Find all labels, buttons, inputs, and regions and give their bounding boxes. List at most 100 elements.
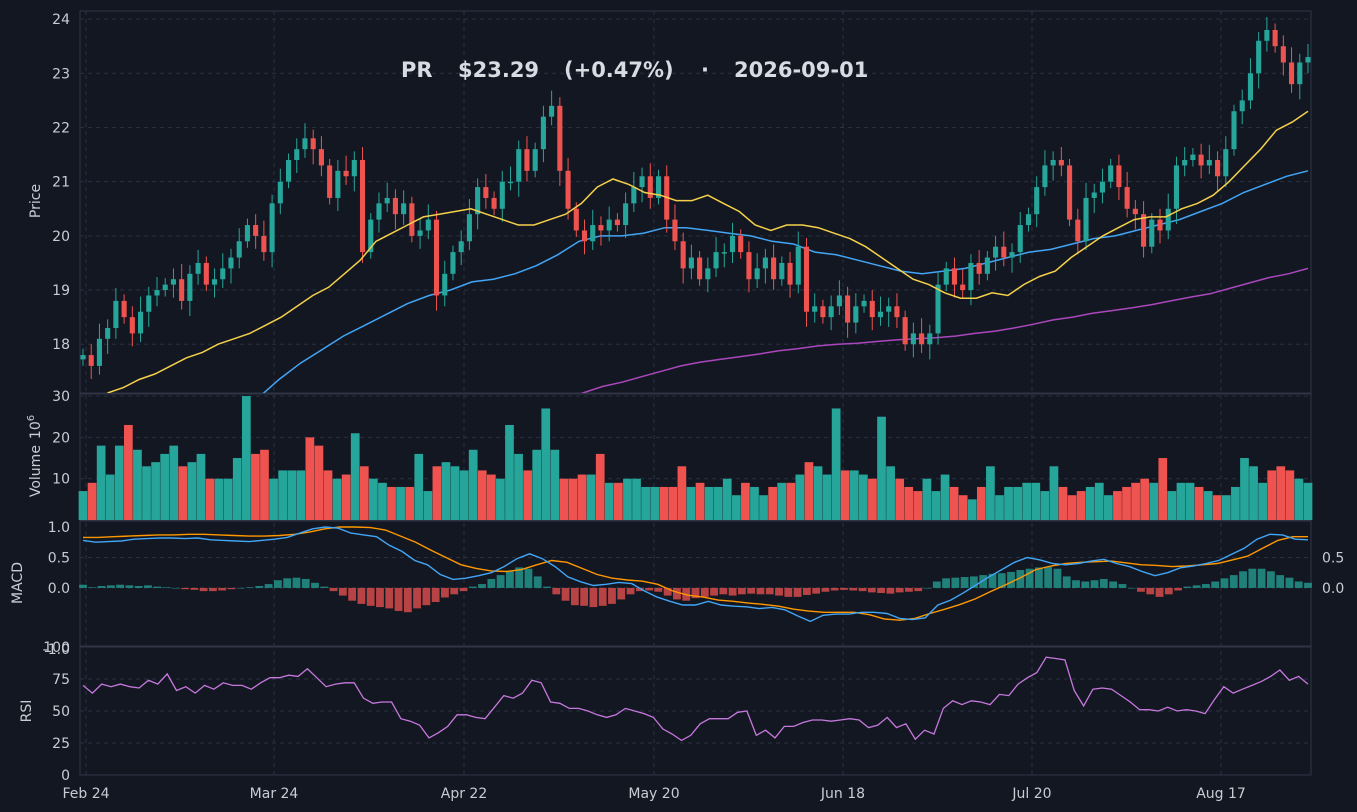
candle-body (1116, 165, 1122, 188)
macd-histogram-bar (468, 586, 477, 588)
macd-tick-label-right: 0.0 (1322, 581, 1344, 597)
volume-bar (1276, 466, 1286, 520)
volume-axis-label: Volume 106 (26, 415, 44, 497)
macd-histogram-bar (691, 587, 700, 599)
volume-bar (550, 449, 560, 520)
macd-histogram-bar (997, 573, 1006, 588)
macd-histogram-bar (171, 587, 180, 589)
volume-bar (114, 445, 124, 520)
candle-body (1149, 219, 1155, 247)
candle-body (261, 235, 267, 253)
volume-bar (623, 478, 632, 520)
candle-body (927, 333, 933, 345)
macd-histogram-bar (858, 587, 867, 592)
macd-histogram-bar (1192, 585, 1201, 588)
volume-bar (1149, 482, 1159, 520)
macd-histogram-bar (320, 586, 329, 588)
x-tick-label: May 20 (628, 786, 679, 802)
candle-body (795, 246, 801, 285)
candle-body (1305, 57, 1311, 63)
macd-histogram-bar (218, 587, 227, 591)
candle-body (1009, 252, 1015, 258)
macd-histogram-bar (1109, 581, 1118, 588)
candle-body (877, 311, 884, 318)
volume-bar (1058, 486, 1068, 520)
candle-body (894, 306, 900, 318)
candle-body (285, 160, 292, 182)
volume-bar (904, 486, 914, 520)
candle-body (869, 300, 875, 318)
volume-bar (1122, 486, 1131, 520)
candle-body (639, 176, 645, 188)
candle-body (1165, 208, 1171, 231)
candle-body (655, 176, 662, 198)
volume-bar (450, 466, 460, 520)
macd-histogram-bar (283, 578, 292, 588)
volume-bar (750, 486, 759, 520)
volume-bar (795, 474, 805, 520)
candle-body (1173, 165, 1180, 209)
candle-body (507, 181, 514, 184)
price-change: (+0.47%) (564, 58, 674, 82)
macd-histogram-bar (301, 578, 310, 588)
macd-histogram-bar (1183, 586, 1192, 588)
volume-panel-frame (79, 393, 1312, 521)
candle-body (1083, 197, 1089, 242)
macd-histogram-bar (802, 587, 811, 595)
macd-histogram-bar (106, 585, 115, 588)
volume-bar (214, 478, 224, 520)
macd-histogram-bar (487, 578, 496, 588)
candle-body (861, 300, 867, 307)
macd-histogram-bar (710, 587, 718, 596)
candle-body (499, 181, 505, 209)
candle-body (343, 170, 349, 177)
macd-histogram-bar (1137, 587, 1145, 592)
candle-body (491, 197, 497, 209)
macd-histogram-bar (663, 587, 672, 596)
candle-body (721, 252, 727, 254)
candle-body (532, 149, 538, 171)
candle-body (1206, 160, 1212, 166)
candle-body (1108, 165, 1114, 182)
macd-histogram-bar (552, 587, 561, 595)
candle-body (220, 268, 226, 280)
candle-body (1141, 214, 1147, 247)
volume-bar (650, 486, 660, 520)
candle-body (1198, 154, 1204, 166)
candle-body (211, 279, 218, 285)
volume-bar (1221, 495, 1231, 520)
candle-body (105, 327, 111, 339)
volume-bar (1303, 482, 1313, 520)
sma200-line (581, 267, 1309, 393)
rsi-line (82, 656, 1309, 742)
candle-body (409, 203, 415, 236)
volume-bar (1240, 458, 1249, 520)
rsi-axis-label: RSI (19, 700, 35, 723)
candle-body (549, 105, 555, 117)
candle-body (1034, 187, 1040, 215)
candle-body (1272, 29, 1278, 47)
candle-body (771, 257, 777, 280)
volume-bar (831, 408, 841, 520)
volume-axis-title: Volume (28, 445, 44, 497)
candle-body (1289, 62, 1295, 85)
volume-bar (1085, 486, 1095, 520)
candle-body (688, 257, 694, 269)
candle-body (351, 160, 357, 177)
candle-body (458, 241, 464, 253)
macd-tick-label-left: 0.0 (48, 581, 70, 597)
macd-histogram-bar (1007, 571, 1015, 588)
macd-histogram-bar (1202, 584, 1210, 588)
candle-body (738, 235, 744, 253)
macd-histogram-bar (570, 587, 579, 606)
volume-bar (124, 424, 133, 520)
candle-body (1280, 46, 1286, 63)
candle-body (968, 262, 974, 291)
volume-bar (704, 486, 714, 520)
candle-body (310, 138, 316, 150)
macd-histogram-bar (385, 587, 394, 609)
macd-histogram-bar (1053, 568, 1062, 588)
sma20-polyline (107, 110, 1309, 393)
volume-bar (713, 486, 723, 520)
